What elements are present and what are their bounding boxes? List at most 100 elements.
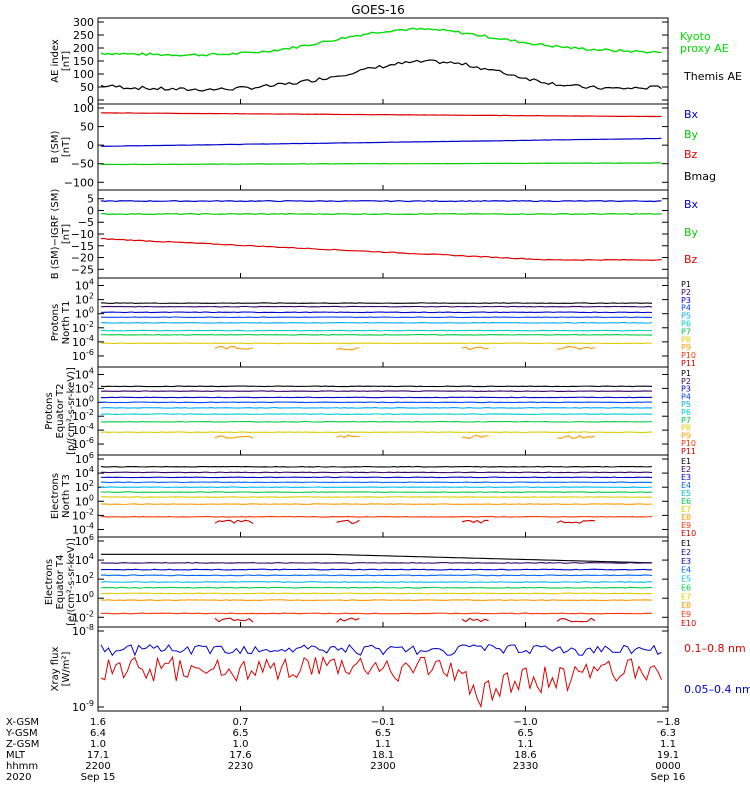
series-p1 [100,302,653,304]
legend-e10: E10 [681,619,696,628]
series-fragment [214,435,254,439]
y-tick-exponent: 6 [89,451,94,460]
legend-e1: E1 [681,457,691,466]
legend-p1: P1 [681,369,691,378]
legend-p2: P2 [681,377,691,386]
legend-p9: P9 [681,431,691,440]
panel-xray: 10-8 10-9 Xray flux [W/m²] 0.1–0.8 nm 0.05–0.… [50,623,750,714]
legend-e6: E6 [681,497,691,506]
legend-p7: P7 [681,327,691,336]
series-fragment [556,434,596,439]
x-axis-value-x-gsm: −1.0 [513,717,537,728]
y-tick-label: 104 [75,552,94,567]
legend-e2: E2 [681,465,691,474]
legend-p1: P1 [681,280,691,289]
series-e3 [100,568,653,571]
y-tick-label: 104 [75,278,94,293]
y-tick-label: 0 [87,204,94,217]
legend-e3: E3 [681,473,691,482]
series-fragment [556,617,596,623]
x-axis-value-y-gsm: 6.4 [90,728,106,739]
x-axis-value-x-gsm: −1.8 [656,717,680,728]
y-tick-exponent: -4 [86,521,94,530]
legend-e8: E8 [681,513,691,522]
x-axis-value-z-gsm: 1.1 [518,739,534,750]
y-tick-label: 5 [87,193,94,206]
legend-bmag: Bmag [684,170,716,183]
y-tick-exponent: 0 [89,493,94,502]
series-fragment [214,519,254,524]
legend-bx: Bx [684,108,699,121]
legend-kyoto-proxy-ae: proxy AE [680,42,729,55]
y-tick-label: 100 [75,493,94,508]
x-axis-row-label: X-GSM [6,717,39,728]
series-fragment [336,434,360,439]
panel-b_sm: 100 50 0 −50 −100 B (SM) [nT] Bx By Bz Bmag [50,102,716,191]
legend-kyoto-proxy-ae: Kyoto [680,30,711,43]
y-tick-exponent: -2 [86,507,94,516]
y-axis-label: Equator T4 [55,555,66,610]
series-kyoto-proxy-ae [100,27,662,57]
series-e2 [100,471,653,474]
series-e6 [100,586,653,589]
legend-e10: E10 [681,529,696,538]
y-tick-exponent: -6 [86,436,94,445]
y-tick-exponent: -8 [86,623,94,632]
y-tick-label: 0 [87,139,94,152]
x-axis-row-label: hhmm [6,761,38,772]
y-tick-exponent: 0 [89,394,94,403]
y-tick-label: 102 [75,380,94,395]
legend-e4: E4 [681,566,691,575]
y-tick-exponent: -2 [86,408,94,417]
legend-e9: E9 [681,610,691,619]
legend-bz: Bz [684,148,698,161]
series-bz [100,237,662,261]
y-axis-label: [p/(cm²-s-sr-keV)] [66,367,77,455]
y-tick-label: 102 [75,571,94,586]
y-tick-exponent: 2 [89,292,94,301]
legend-by: By [684,128,699,141]
y-tick-exponent: -4 [86,422,94,431]
y-axis-label: [nT] [61,51,72,71]
y-axis-label: Electrons [50,473,61,519]
series-themis-ae [100,59,662,92]
series-p2 [100,305,653,308]
series-e3 [100,476,653,479]
y-tick-exponent: -6 [86,348,94,357]
series-fragment [556,346,596,350]
series-fragment [461,346,489,351]
legend-p11: P11 [681,447,696,456]
x-axis-row-label: MLT [6,750,26,761]
y-tick-label: 100 [75,590,94,605]
y-tick-label: 10-9 [72,699,94,714]
y-axis-label: North T1 [61,301,72,345]
y-tick-label: 10-6 [72,348,94,363]
x-axis-value-mlt: 18.1 [372,750,394,761]
legend-e6: E6 [681,583,691,592]
legend-by: By [684,226,699,239]
y-tick-label: −50 [71,158,94,171]
y-tick-label: −100 [64,176,94,189]
legend-p9: P9 [681,343,691,352]
series-by [100,162,662,166]
series-p8 [100,342,653,345]
series-bx [100,137,662,147]
y-tick-exponent: 2 [89,380,94,389]
y-tick-exponent: 4 [89,465,94,474]
legend-e7: E7 [681,505,691,514]
x-axis-value-hhmm: 0000 [655,761,680,772]
legend-p10: P10 [681,439,696,448]
x-axis-value-hhmm: 2300 [370,761,395,772]
series-e5 [100,581,653,583]
y-tick-label: 102 [75,479,94,494]
x-axis-value-mlt: 17.1 [87,750,109,761]
y-tick-label: 106 [75,451,94,466]
series-p8 [100,431,653,434]
x-axis-row-label: Y-GSM [5,728,38,739]
series-fragment [214,617,254,623]
series-e4 [100,574,653,577]
y-tick-label: 100 [75,394,94,409]
